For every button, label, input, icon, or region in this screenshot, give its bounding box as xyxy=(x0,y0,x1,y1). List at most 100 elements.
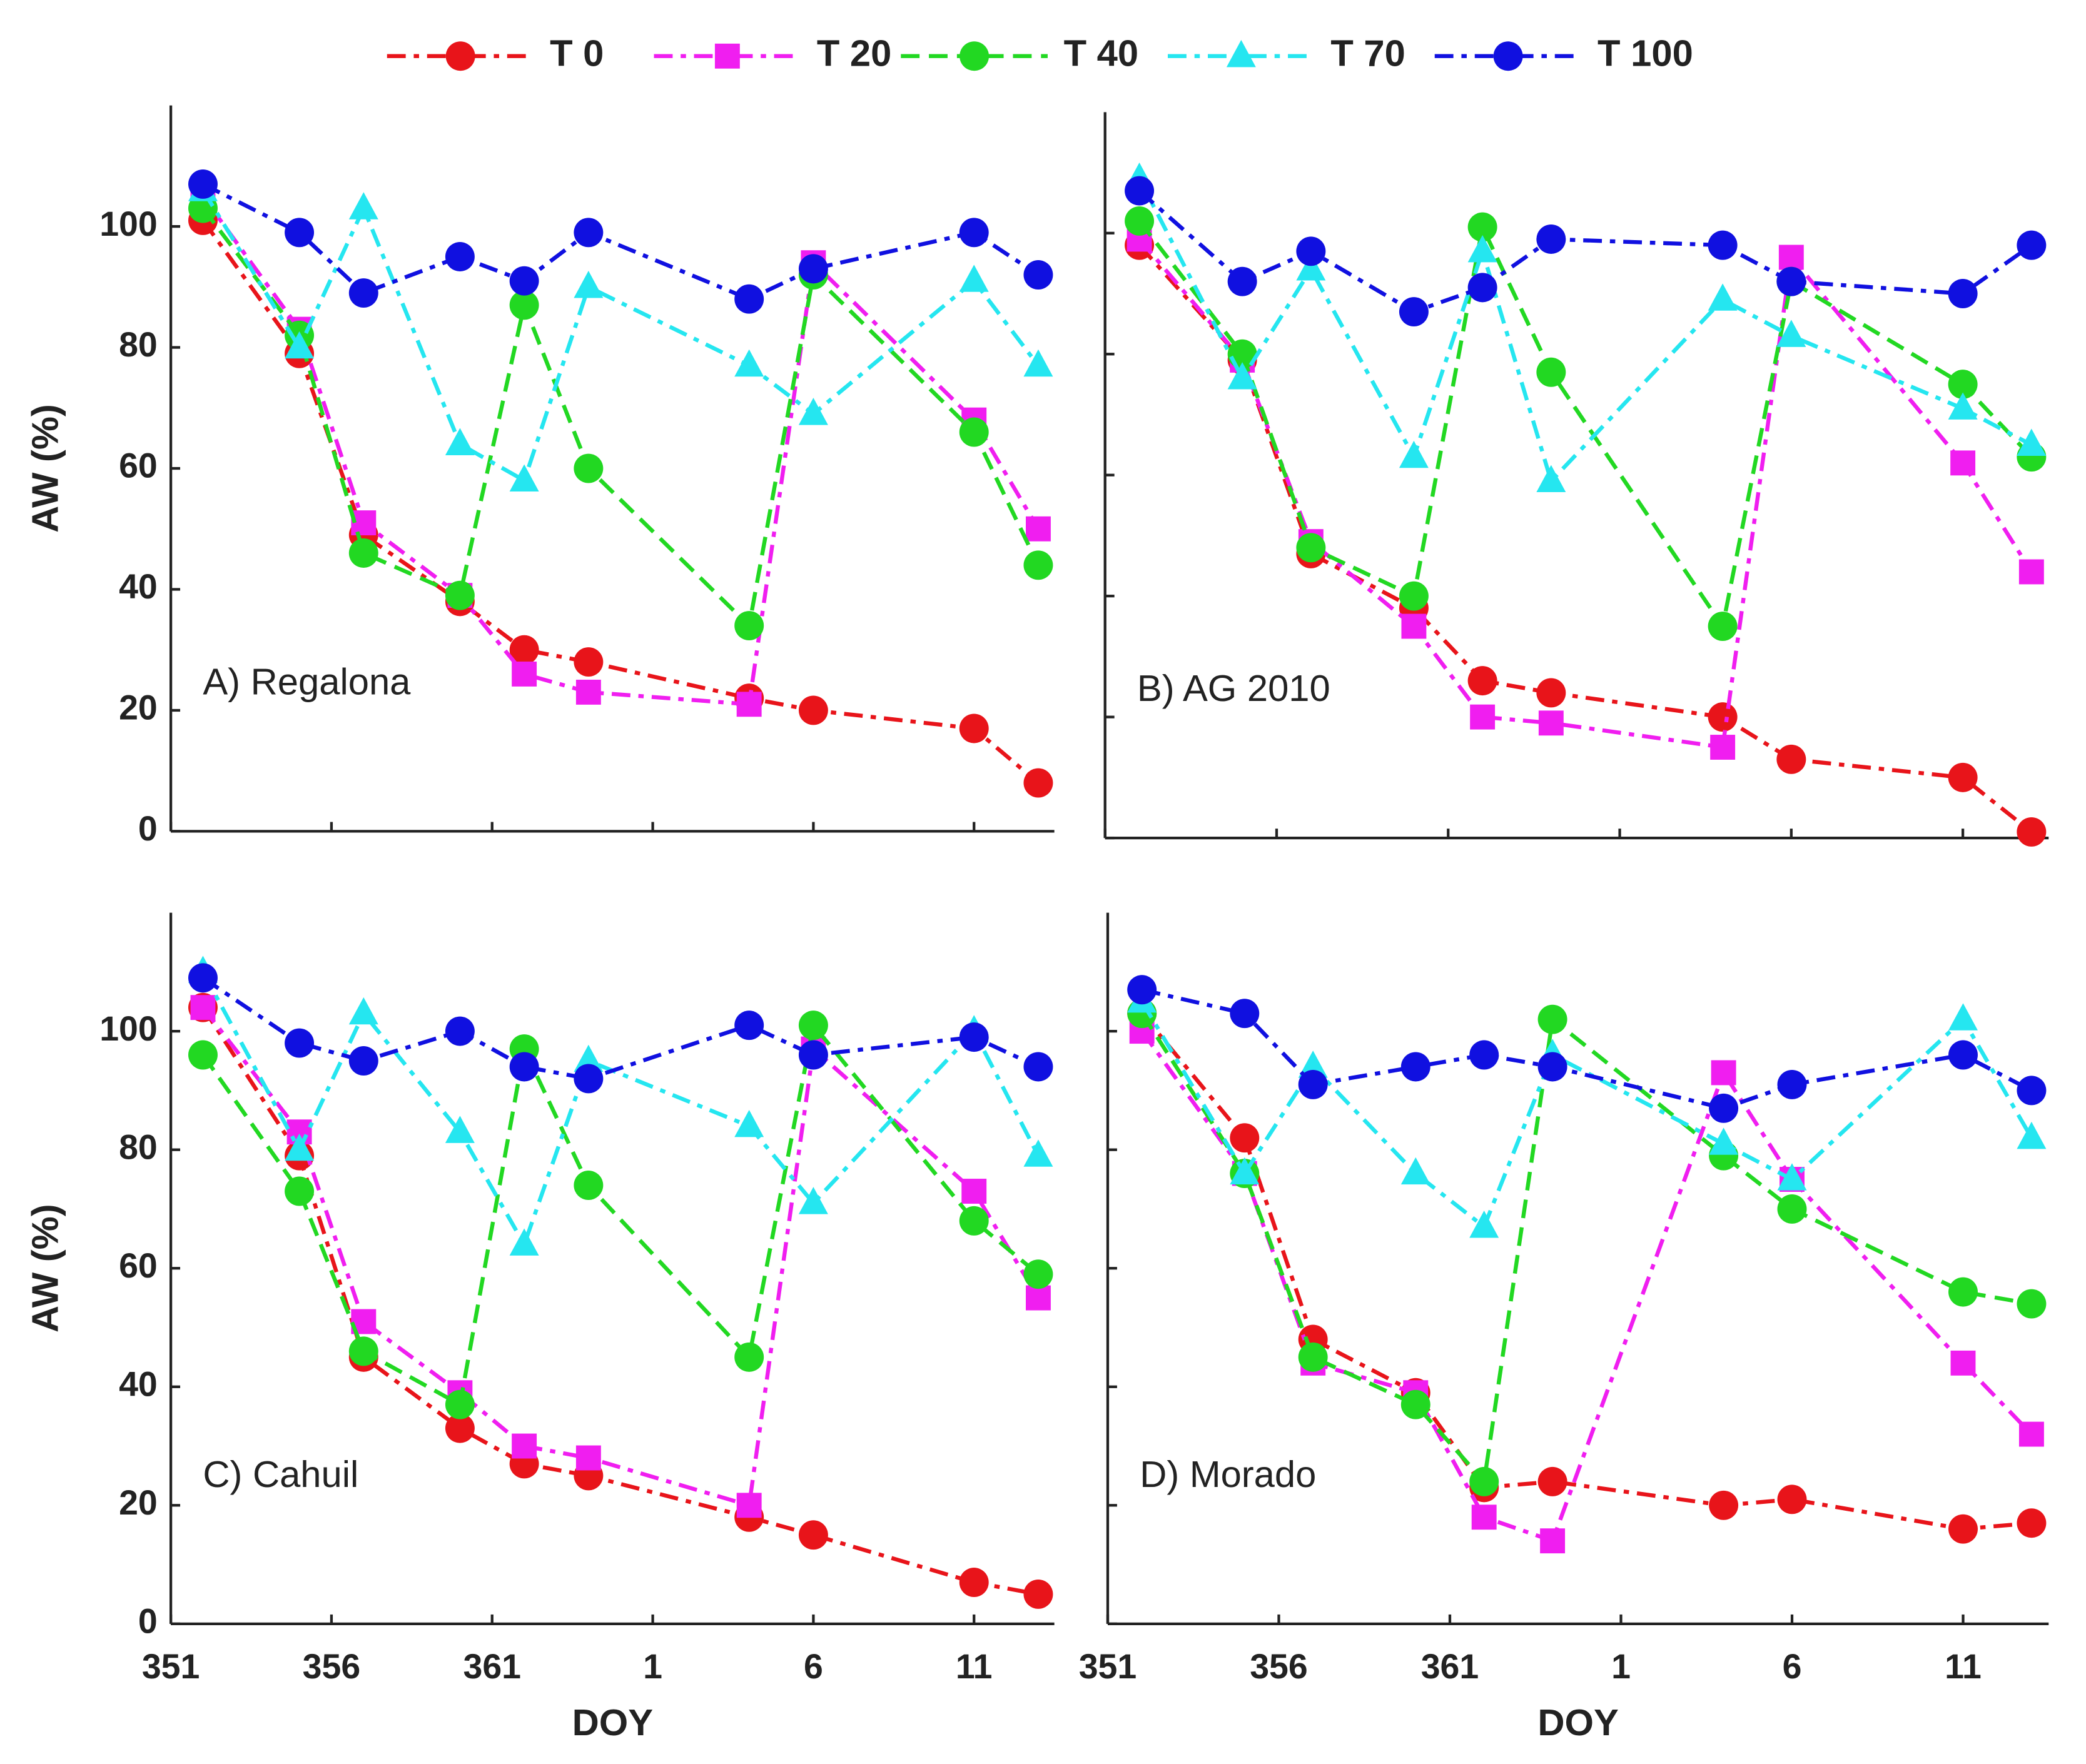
marker xyxy=(1298,1342,1328,1372)
marker xyxy=(1538,710,1564,736)
marker xyxy=(285,331,315,359)
marker xyxy=(959,218,989,248)
marker xyxy=(736,692,762,717)
marker xyxy=(1400,1052,1430,1082)
series-line xyxy=(1140,1012,2032,1486)
marker xyxy=(574,1064,604,1094)
marker xyxy=(1710,735,1736,760)
marker xyxy=(734,1109,764,1137)
marker xyxy=(798,1520,828,1550)
marker xyxy=(2017,230,2047,260)
marker xyxy=(445,428,475,455)
series-line xyxy=(1138,219,2033,632)
marker xyxy=(445,242,475,271)
marker xyxy=(1709,1127,1739,1155)
marker xyxy=(1023,1052,1053,1082)
marker xyxy=(509,1052,539,1082)
marker xyxy=(1400,1389,1430,1419)
marker xyxy=(1711,1060,1736,1086)
marker xyxy=(959,1568,989,1597)
marker xyxy=(1536,465,1566,492)
marker xyxy=(2017,1289,2047,1319)
marker xyxy=(509,266,539,296)
marker xyxy=(734,611,764,641)
marker xyxy=(1948,1277,1978,1307)
marker xyxy=(1709,1093,1739,1123)
marker xyxy=(1296,253,1326,281)
panel-label: B) AG 2010 xyxy=(1137,667,1330,709)
marker xyxy=(1708,283,1738,311)
marker xyxy=(959,1206,989,1236)
marker xyxy=(2018,1421,2044,1447)
series-line xyxy=(1141,987,2033,1111)
marker xyxy=(1536,357,1566,387)
marker xyxy=(1536,678,1566,708)
marker xyxy=(1400,1157,1430,1185)
marker xyxy=(1023,550,1053,580)
marker xyxy=(798,1040,828,1070)
marker xyxy=(445,1016,475,1046)
marker xyxy=(1948,370,1978,400)
series-line xyxy=(201,1006,1039,1596)
marker xyxy=(798,254,828,284)
marker xyxy=(1023,1579,1053,1609)
marker xyxy=(1470,704,1496,730)
marker xyxy=(959,41,990,71)
marker xyxy=(1493,41,1523,71)
marker xyxy=(1401,613,1427,639)
marker xyxy=(348,538,378,568)
marker xyxy=(1540,1528,1566,1554)
marker xyxy=(348,1046,378,1076)
marker xyxy=(959,265,989,292)
marker xyxy=(348,192,378,219)
marker xyxy=(1298,1069,1328,1099)
marker xyxy=(1026,1285,1051,1311)
y-tick-label: 0 xyxy=(138,1602,158,1641)
marker xyxy=(509,290,539,320)
y-tick-label: 100 xyxy=(99,1009,158,1048)
marker xyxy=(1227,362,1257,390)
marker xyxy=(1950,1350,1976,1376)
series-line xyxy=(1138,244,2033,834)
x-tick-label: 11 xyxy=(956,1647,993,1686)
y-tick-label: 40 xyxy=(119,1364,158,1403)
marker xyxy=(575,1445,601,1471)
marker xyxy=(734,1342,764,1372)
marker xyxy=(285,218,315,248)
marker xyxy=(1537,1052,1567,1082)
marker xyxy=(1950,450,1976,476)
marker xyxy=(1778,244,1804,270)
y-tick-label: 100 xyxy=(99,204,158,243)
marker xyxy=(1467,212,1497,242)
series-line xyxy=(201,219,1040,785)
series-line xyxy=(1137,178,2033,485)
marker xyxy=(2017,1508,2047,1538)
marker xyxy=(714,43,740,69)
marker xyxy=(1227,266,1257,296)
marker xyxy=(1298,1051,1328,1078)
marker xyxy=(1023,1259,1053,1289)
marker xyxy=(188,963,218,993)
y-axis-label: AW (%) xyxy=(24,1204,66,1333)
panel-label: A) Regalona xyxy=(203,660,411,702)
marker xyxy=(1777,1163,1807,1191)
series-line xyxy=(1138,189,2033,315)
marker xyxy=(1536,224,1566,254)
marker xyxy=(734,349,764,377)
marker xyxy=(1127,975,1157,1005)
marker xyxy=(574,453,604,483)
marker xyxy=(1471,1504,1497,1530)
marker xyxy=(445,580,475,610)
marker xyxy=(190,995,216,1021)
x-axis-label: DOY xyxy=(1537,1701,1618,1743)
marker xyxy=(798,695,828,725)
marker xyxy=(1399,297,1429,327)
x-tick-label: 6 xyxy=(804,1647,823,1686)
x-axis-label: DOY xyxy=(572,1701,653,1743)
y-tick-label: 20 xyxy=(119,688,158,727)
y-tick-label: 40 xyxy=(119,567,158,606)
marker xyxy=(734,1011,764,1041)
marker xyxy=(1776,266,1806,296)
marker xyxy=(1125,206,1155,236)
marker xyxy=(959,713,989,743)
